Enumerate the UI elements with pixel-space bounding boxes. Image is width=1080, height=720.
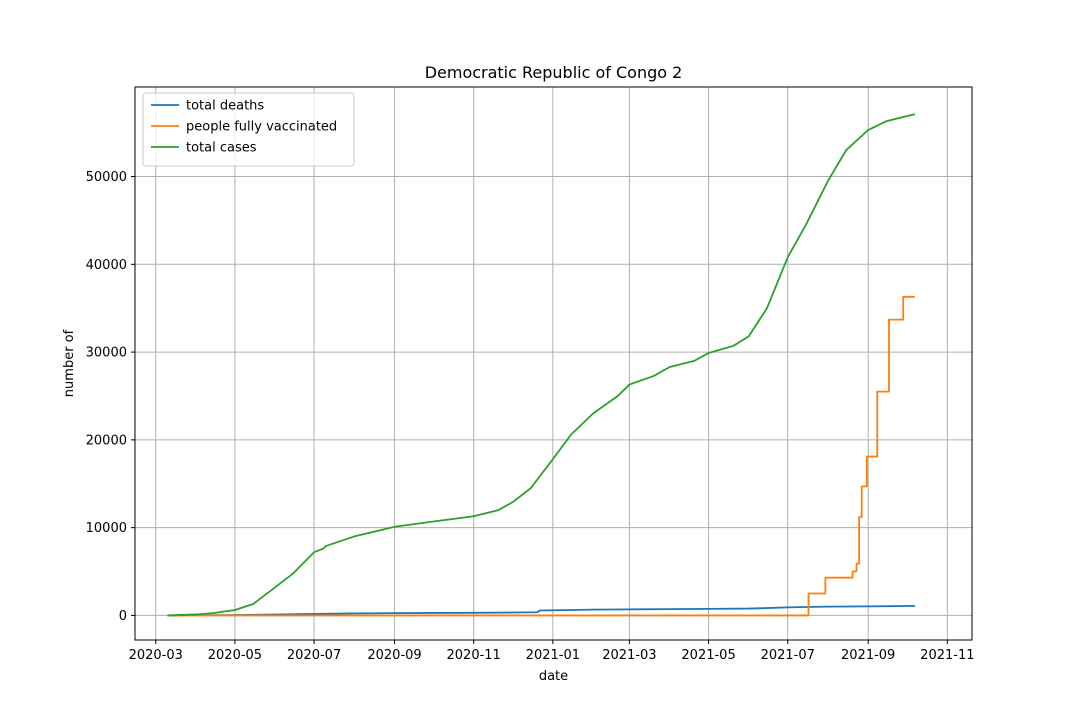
series-line-1 <box>167 295 915 617</box>
x-tick-label: 2021-07 <box>761 648 815 663</box>
y-tick-label: 50000 <box>86 170 127 185</box>
legend-box <box>142 92 355 167</box>
x-tick-label: 2021-09 <box>841 648 895 663</box>
plot-lines <box>167 113 916 617</box>
grid-lines <box>135 87 972 640</box>
y-tick-label: 10000 <box>86 521 127 536</box>
x-tick-label: 2020-11 <box>447 648 501 663</box>
x-tick-label: 2021-03 <box>602 648 656 663</box>
x-tick-label: 2021-11 <box>920 648 974 663</box>
chart-title: Democratic Republic of Congo 2 <box>425 63 683 82</box>
legend-label-1: people fully vaccinated <box>186 120 337 135</box>
x-tick-label: 2020-09 <box>367 648 421 663</box>
x-tick-label: 2021-01 <box>526 648 580 663</box>
y-tick-label: 40000 <box>86 258 127 273</box>
x-tick-label: 2021-05 <box>681 648 735 663</box>
legend: total deaths people fully vaccinated total… <box>142 92 355 167</box>
y-tick-label: 30000 <box>86 346 127 361</box>
y-tick-label: 20000 <box>86 433 127 448</box>
series-line-2 <box>167 113 916 617</box>
x-tick-label: 2020-07 <box>287 648 341 663</box>
x-tick-label: 2020-03 <box>129 648 183 663</box>
y-tick-label: 0 <box>119 609 127 624</box>
series-line-0 <box>167 605 915 617</box>
axis-ticks: 2020-03 2020-05 2020-07 2020-09 2020-11 2021-… <box>86 170 975 663</box>
y-axis-label: number of <box>62 329 77 397</box>
legend-label-0: total deaths <box>186 99 264 114</box>
legend-label-2: total cases <box>186 141 257 156</box>
x-axis-label: date <box>539 669 568 684</box>
plot-frame <box>134 86 973 641</box>
x-tick-label: 2020-05 <box>208 648 262 663</box>
